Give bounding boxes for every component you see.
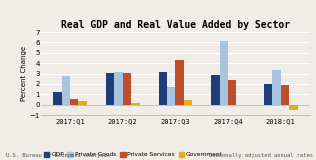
Y-axis label: Percent Change: Percent Change xyxy=(21,46,27,101)
Bar xyxy=(175,60,184,105)
Bar xyxy=(272,70,281,105)
Legend: GDP, Private Goods, Private Services, Government: GDP, Private Goods, Private Services, Go… xyxy=(41,150,225,160)
Bar xyxy=(211,75,220,105)
Bar xyxy=(53,92,62,105)
Bar xyxy=(264,84,272,105)
Text: U.S. Bureau of Economic Analysis: U.S. Bureau of Economic Analysis xyxy=(6,153,110,158)
Bar xyxy=(289,105,298,110)
Title: Real GDP and Real Value Added by Sector: Real GDP and Real Value Added by Sector xyxy=(61,20,290,30)
Bar xyxy=(167,87,175,105)
Bar xyxy=(106,73,114,105)
Bar xyxy=(131,103,140,105)
Bar xyxy=(78,101,87,105)
Text: Seasonally adjusted annual rates: Seasonally adjusted annual rates xyxy=(209,153,313,158)
Bar xyxy=(159,72,167,105)
Bar xyxy=(62,76,70,105)
Bar xyxy=(228,80,236,105)
Bar xyxy=(114,72,123,105)
Bar xyxy=(220,41,228,105)
Bar xyxy=(281,85,289,105)
Bar xyxy=(123,73,131,105)
Bar xyxy=(184,100,192,105)
Bar xyxy=(70,99,78,105)
